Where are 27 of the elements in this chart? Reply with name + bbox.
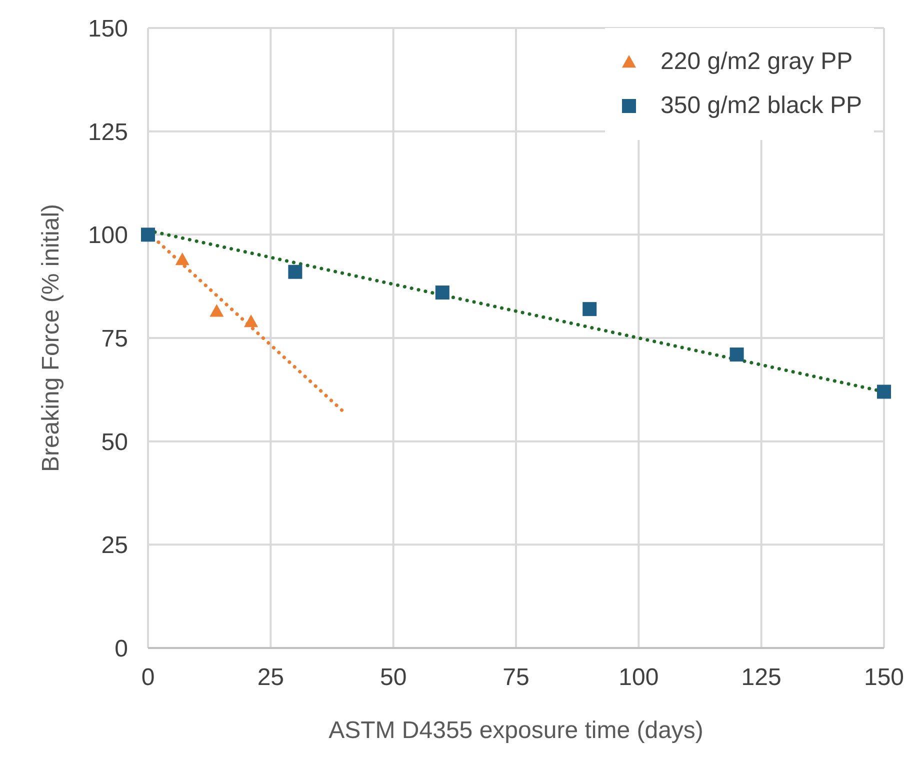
y-tick-label: 50 [101,428,128,456]
legend-label: 220 g/m2 gray PP [660,48,853,76]
point [582,302,597,316]
x-tick-label: 50 [380,664,407,692]
x-tick-label: 25 [257,664,284,692]
x-axis-title: ASTM D4355 exposure time (days) [328,717,704,744]
x-tick-label: 0 [141,664,155,692]
y-tick-label: 0 [114,636,128,663]
point [730,348,744,362]
point [288,264,302,279]
x-tick-label: 125 [741,664,782,692]
point [210,304,224,317]
x-tick-label: 75 [502,664,530,692]
y-tick-label: 75 [101,326,128,353]
y-tick-label: 150 [88,16,128,43]
point [141,228,155,242]
y-axis-title: Breaking Force (% initial) [38,204,65,472]
y-tick-label: 25 [101,532,128,560]
y-tick-label: 100 [88,222,128,250]
point [877,384,891,399]
point [435,286,450,300]
x-tick-label: 150 [864,664,904,692]
x-tick-label: 100 [618,664,659,692]
legend-label: 350 g/m2 black PP [660,92,862,120]
y-tick-label: 125 [88,118,128,146]
point [175,252,190,266]
point [244,314,258,328]
